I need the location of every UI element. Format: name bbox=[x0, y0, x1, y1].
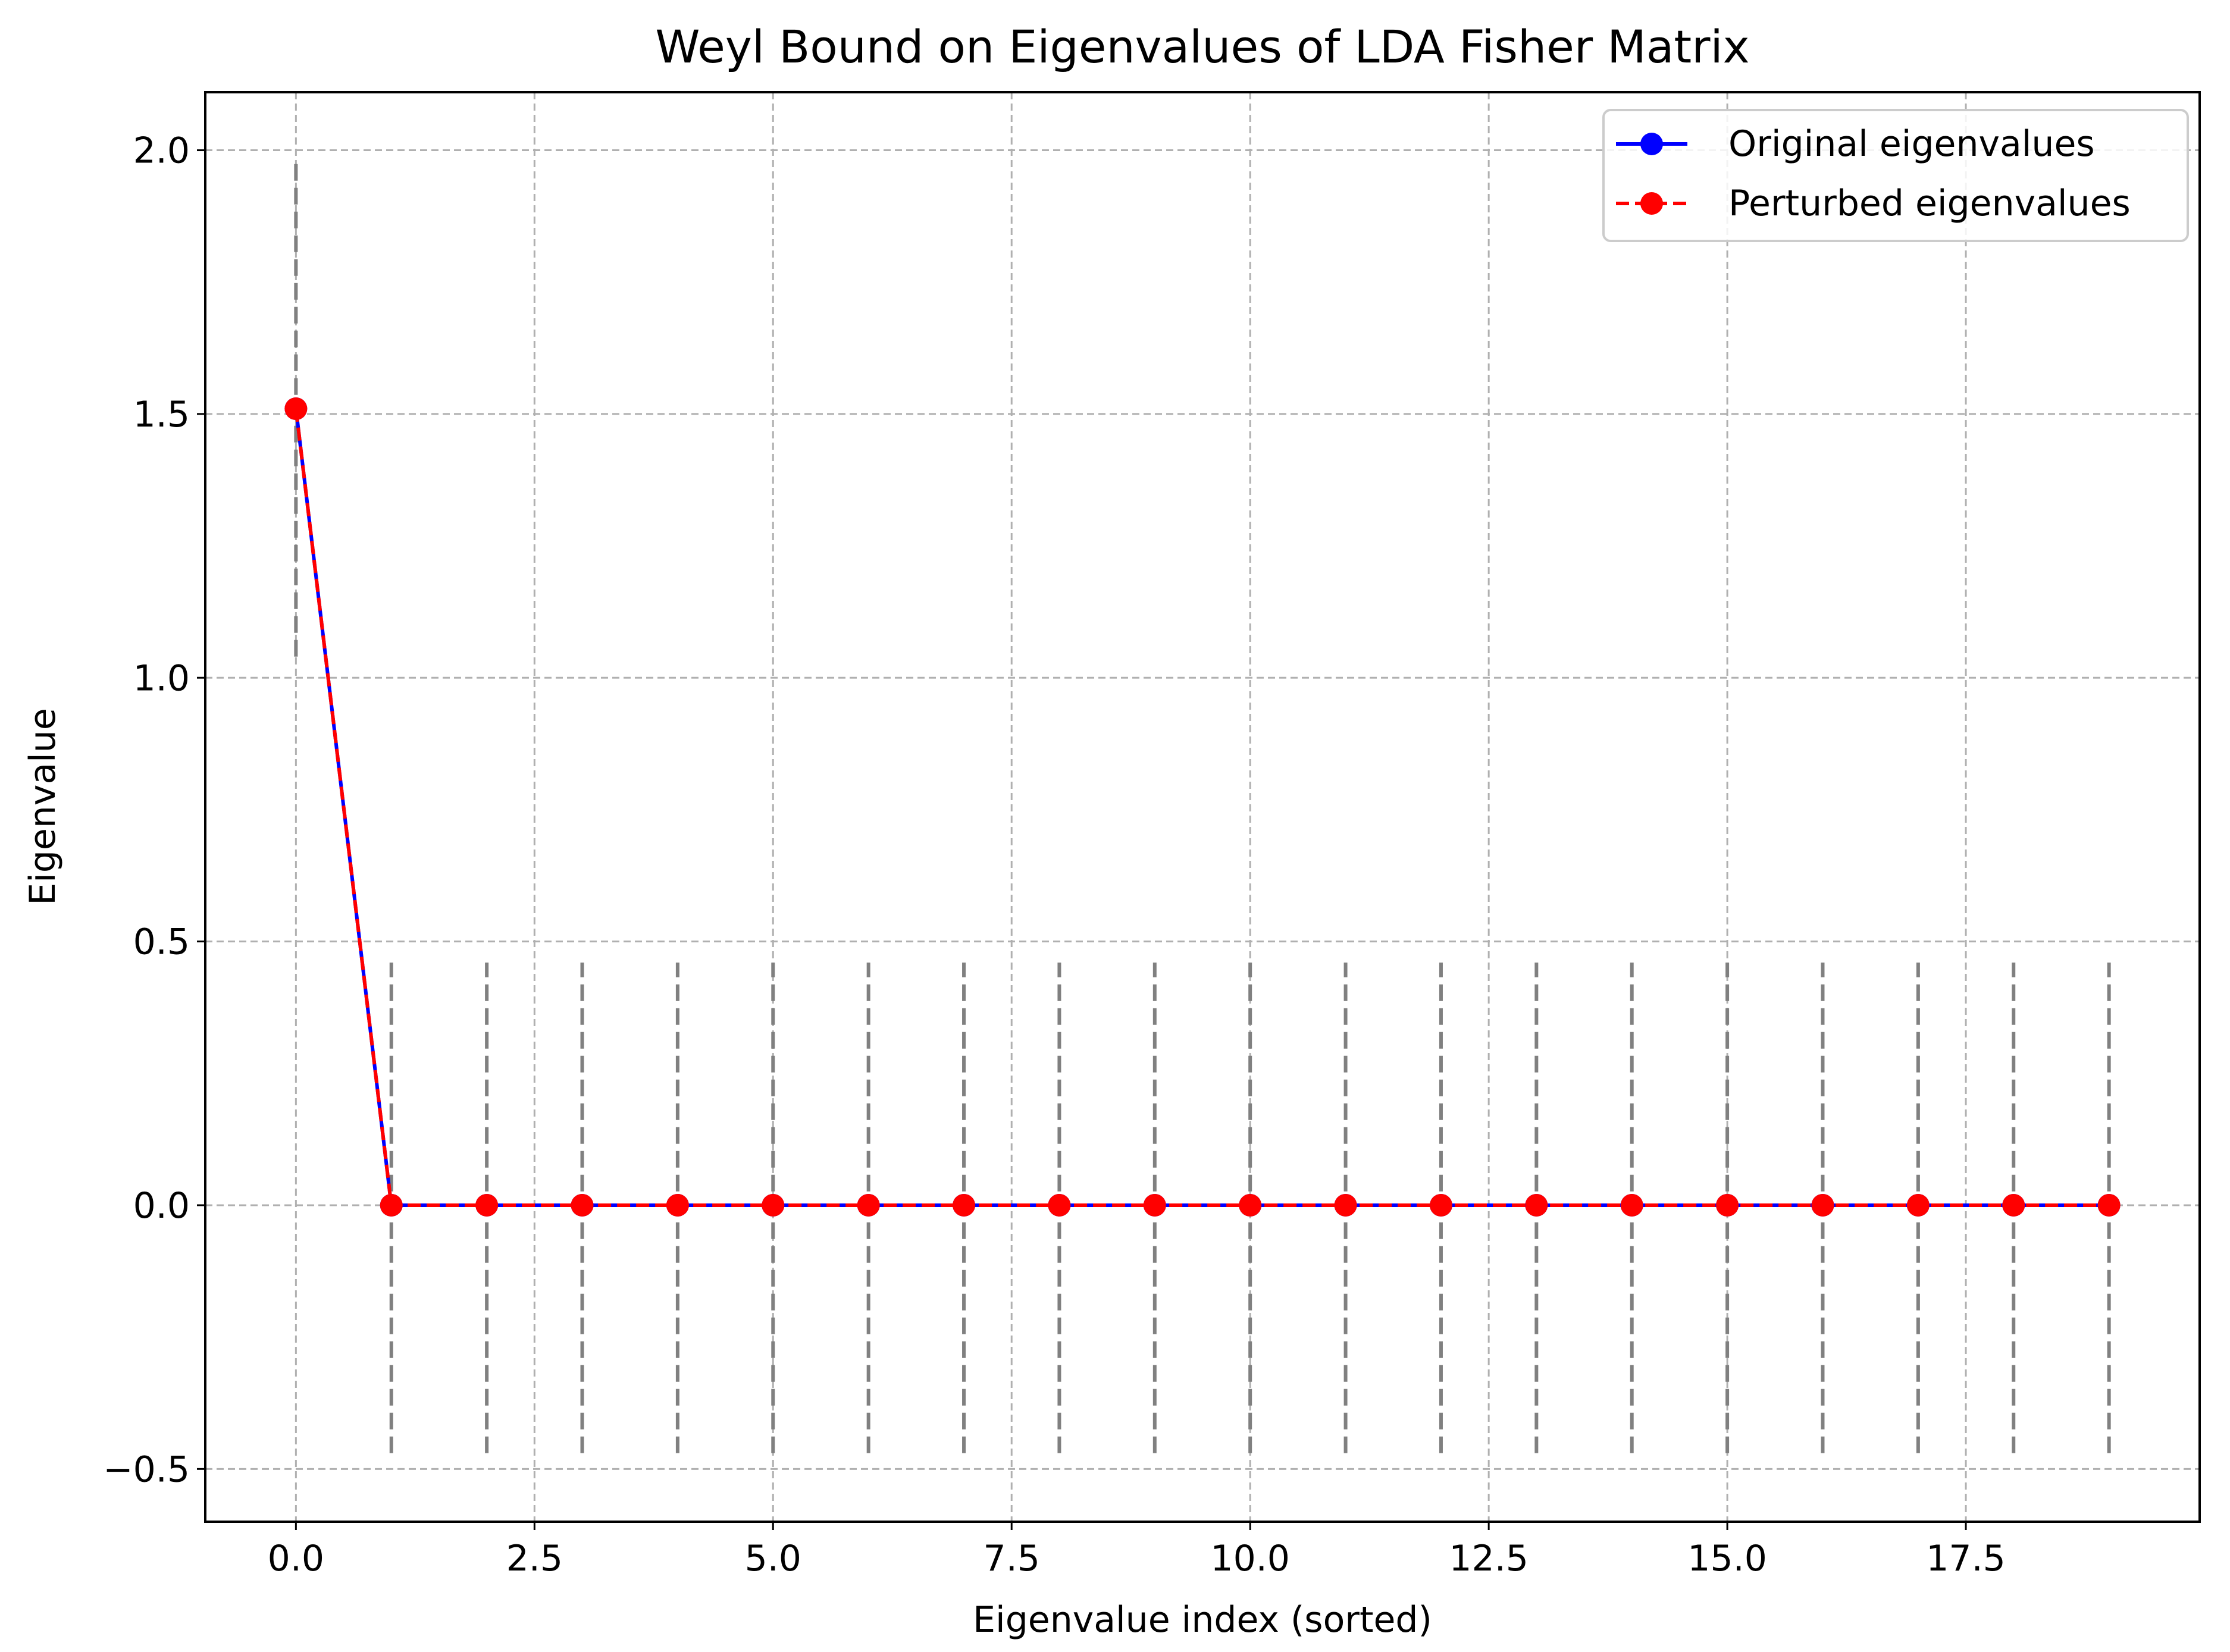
y-tick-label: 1.0 bbox=[133, 657, 190, 699]
x-tick-label: 0.0 bbox=[268, 1538, 324, 1579]
ticks: 0.0 2.5 5.0 7.5 10.0 12.5 15.0 17.5 −0.5 0.0 0.5 1.… bbox=[103, 130, 2006, 1579]
series-point-1 bbox=[1525, 1193, 1548, 1217]
series-point-1 bbox=[1334, 1193, 1357, 1217]
series-point-1 bbox=[1716, 1193, 1739, 1217]
series-point-1 bbox=[1811, 1193, 1834, 1217]
series-point-1 bbox=[762, 1193, 785, 1217]
series-point-1 bbox=[666, 1193, 689, 1217]
legend-marker-original bbox=[1640, 133, 1663, 155]
x-axis-label: Eigenvalue index (sorted) bbox=[973, 1599, 1432, 1641]
y-tick-label: 0.0 bbox=[133, 1185, 190, 1227]
y-tick-label: 0.5 bbox=[133, 921, 190, 963]
series-point-1 bbox=[1143, 1193, 1166, 1217]
series-point-1 bbox=[571, 1193, 594, 1217]
legend: Original eigenvalues Perturbed eigenvalu… bbox=[1602, 109, 2189, 242]
x-tick-label: 5.0 bbox=[745, 1538, 801, 1579]
x-tick-label: 7.5 bbox=[984, 1538, 1040, 1579]
series-point-1 bbox=[1906, 1193, 1930, 1217]
chart-title: Weyl Bound on Eigenvalues of LDA Fisher … bbox=[655, 20, 1749, 73]
series-point-1 bbox=[1048, 1193, 1071, 1217]
legend-marker-perturbed bbox=[1640, 192, 1663, 215]
series-group bbox=[284, 397, 2121, 1217]
legend-label-original: Original eigenvalues bbox=[1728, 123, 2095, 165]
y-tick-label: 1.5 bbox=[133, 394, 190, 435]
series-point-1 bbox=[2097, 1193, 2121, 1217]
series-line-1 bbox=[294, 408, 2109, 1207]
y-tick-label: 2.0 bbox=[133, 130, 190, 172]
series-point-1 bbox=[380, 1193, 403, 1217]
series-point-1 bbox=[284, 397, 308, 421]
series-point-1 bbox=[1620, 1193, 1643, 1217]
legend-box bbox=[1602, 109, 2189, 242]
series-point-1 bbox=[475, 1193, 499, 1217]
x-tick-label: 17.5 bbox=[1926, 1538, 2006, 1579]
series-point-1 bbox=[857, 1193, 880, 1217]
y-axis-label: Eigenvalue bbox=[22, 708, 64, 905]
legend-label-perturbed: Perturbed eigenvalues bbox=[1728, 183, 2131, 224]
x-tick-label: 12.5 bbox=[1449, 1538, 1529, 1579]
y-tick-label: −0.5 bbox=[103, 1449, 190, 1490]
plot-frame bbox=[204, 91, 2201, 1523]
x-tick-label: 2.5 bbox=[506, 1538, 563, 1579]
series-point-1 bbox=[1239, 1193, 1262, 1217]
series-point-1 bbox=[1429, 1193, 1452, 1217]
x-tick-label: 15.0 bbox=[1687, 1538, 1767, 1579]
series-point-1 bbox=[2002, 1193, 2025, 1217]
x-tick-label: 10.0 bbox=[1210, 1538, 1290, 1579]
series-point-1 bbox=[953, 1193, 976, 1217]
